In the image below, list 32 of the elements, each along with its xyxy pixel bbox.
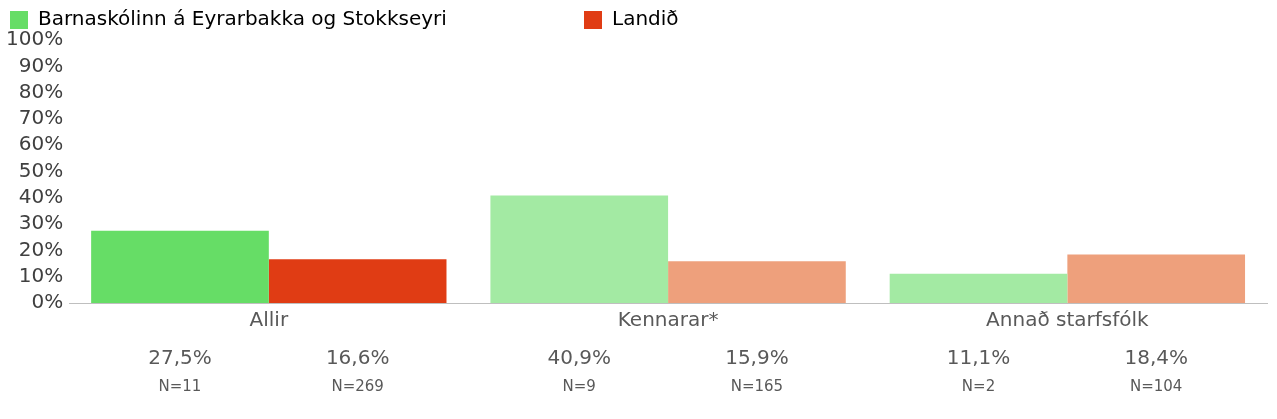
data-label: 16,6% bbox=[325, 345, 390, 370]
text: N=9 bbox=[562, 376, 596, 395]
text: N=165 bbox=[730, 376, 784, 395]
y-tick-label: 90% bbox=[18, 52, 64, 77]
y-tick-label: 20% bbox=[18, 236, 64, 261]
data-label: 11,1% bbox=[946, 345, 1011, 370]
x-tick-label: Allir bbox=[249, 307, 289, 332]
y-tick-label: 70% bbox=[18, 105, 64, 130]
text: N=104 bbox=[1129, 376, 1183, 395]
bar bbox=[668, 261, 846, 303]
bar bbox=[490, 195, 669, 303]
bar bbox=[889, 273, 1068, 303]
text: N=2 bbox=[961, 376, 996, 395]
data-label: 27,5% bbox=[148, 345, 212, 370]
y-tick-label: 80% bbox=[18, 78, 64, 103]
bar bbox=[1067, 254, 1246, 303]
data-label: 40,9% bbox=[547, 345, 612, 370]
text: N=269 bbox=[331, 376, 384, 395]
bar bbox=[91, 230, 269, 303]
legend-label: Landið bbox=[612, 6, 806, 31]
y-tick-label: 40% bbox=[18, 184, 64, 208]
y-tick-label: 50% bbox=[18, 157, 64, 182]
y-tick-label: 10% bbox=[18, 262, 64, 287]
x-tick-label: Kennarar* bbox=[617, 307, 719, 332]
y-tick-label: 30% bbox=[18, 210, 64, 235]
x-tick-label: Annað starfsfólk bbox=[986, 307, 1150, 332]
data-label: 18,4% bbox=[1124, 345, 1188, 370]
text: N=11 bbox=[158, 376, 202, 395]
y-tick-label: 0% bbox=[31, 289, 64, 314]
y-tick-label: 60% bbox=[18, 131, 64, 156]
data-label: 15,9% bbox=[725, 345, 789, 370]
bar bbox=[268, 259, 447, 303]
